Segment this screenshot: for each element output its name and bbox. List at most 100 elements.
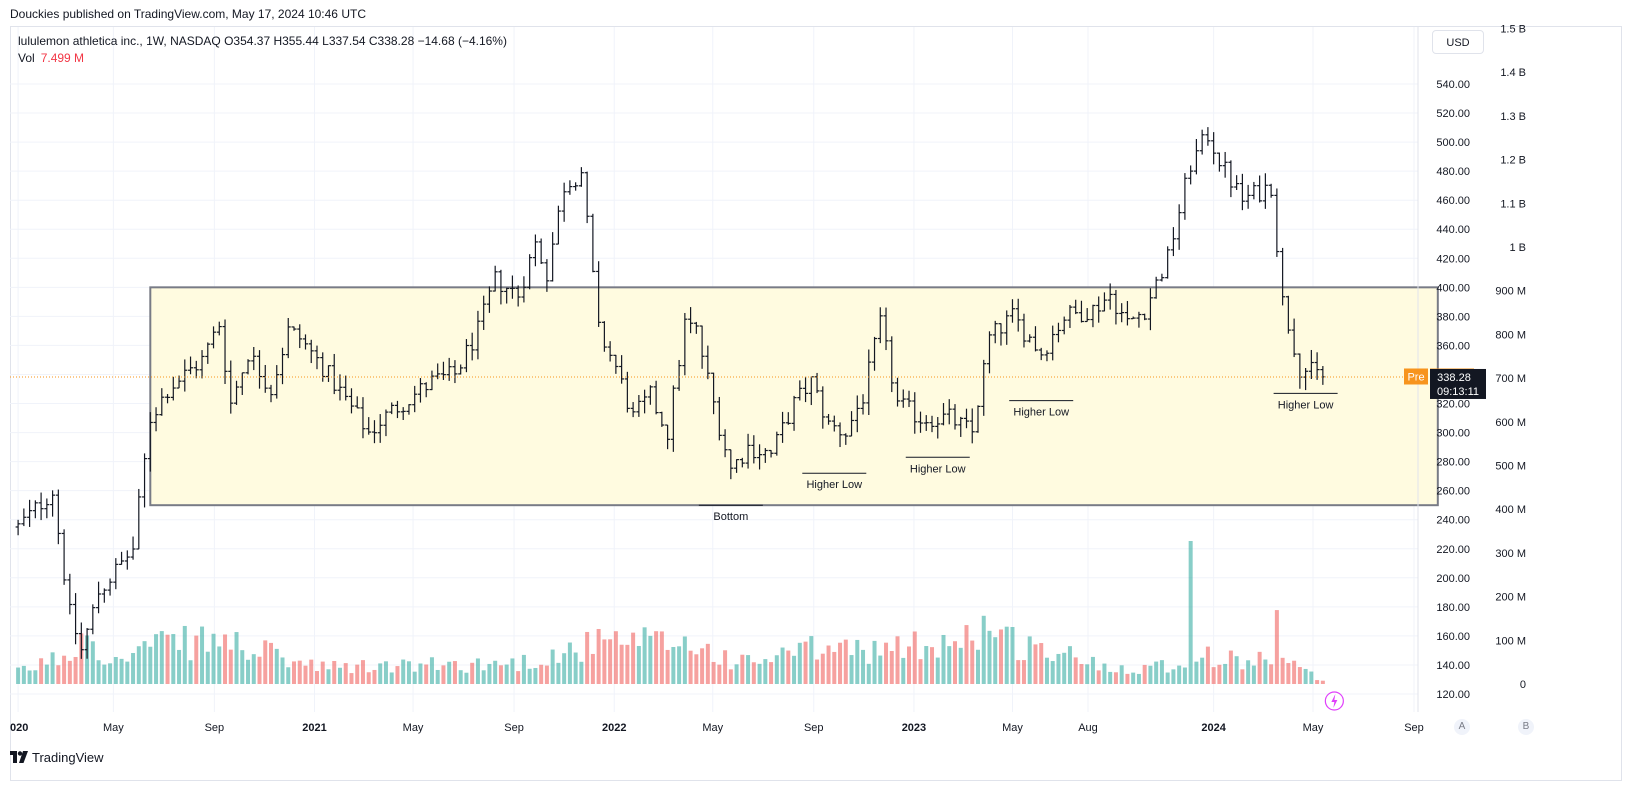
ohlc-bar: [739, 457, 745, 468]
ohlc-bar: [699, 325, 705, 369]
time-axis[interactable]: 020 May Sep 2021 May Sep 2022 May Sep 2023 May Aug 2…: [10, 722, 1424, 734]
volume-bar: [154, 634, 159, 684]
ohlc-bar: [113, 558, 119, 590]
tradingview-logo[interactable]: TradingView: [10, 749, 104, 765]
ohlc-bar: [843, 433, 849, 445]
ohlc-bar: [509, 275, 515, 299]
ohlc-bar: [96, 581, 102, 614]
time-axis-label: Sep: [804, 722, 824, 734]
volume-bar: [1246, 660, 1251, 684]
ohlc-bar: [935, 417, 941, 439]
ohlc-bar: [1015, 298, 1021, 332]
volume-legend[interactable]: Vol 7.499 M: [18, 51, 84, 65]
ohlc-bar: [130, 536, 136, 560]
ohlc-bar: [693, 321, 699, 334]
time-axis-label: Sep: [504, 722, 524, 734]
volume-bar: [504, 664, 509, 684]
volume-bar: [1016, 660, 1021, 684]
volume-bar: [263, 640, 268, 684]
log-scale-button[interactable]: B: [1518, 719, 1534, 735]
volume-bar: [1044, 657, 1049, 684]
volume-bar: [441, 665, 446, 684]
volume-bar: [757, 663, 762, 684]
volume-bar: [625, 644, 630, 684]
time-axis-label: 020: [10, 722, 28, 734]
volume-bar: [619, 644, 624, 684]
price-axis[interactable]: 120.00 140.00 160.00 180.00 200.00 220.00 240.…: [1417, 27, 1470, 712]
ohlc-bar: [607, 341, 613, 362]
price-axis-label: 440.00: [1436, 224, 1470, 236]
ohlc-bar: [969, 408, 975, 444]
volume-bar: [50, 652, 55, 684]
volume-axis-label: 1.5 B: [1500, 24, 1526, 36]
volume-bar: [481, 670, 486, 684]
volume-bar: [343, 663, 348, 684]
volume-bar: [412, 671, 417, 684]
symbol-legend[interactable]: lululemon athletica inc., 1W, NASDAQ O35…: [18, 34, 507, 48]
ohlc-bar: [1067, 304, 1073, 328]
volume-bar: [849, 655, 854, 684]
volume-bar: [309, 659, 314, 684]
volume-bar: [602, 639, 607, 684]
volume-bar: [682, 636, 687, 684]
volume-bar: [337, 667, 342, 684]
volume-bar: [579, 661, 584, 684]
ohlc-bar: [27, 499, 33, 527]
volume-bar: [223, 634, 228, 684]
ohlc-bar: [406, 404, 412, 415]
ohlc-bar: [1291, 318, 1297, 358]
volume-bar: [751, 662, 756, 684]
ohlc-bar: [67, 573, 73, 615]
auto-scale-button[interactable]: A: [1454, 719, 1470, 735]
annotations: Bottom Higher Low Higher Low Higher Low High…: [10, 376, 1418, 523]
volume-bar: [131, 653, 136, 684]
volume-bar: [654, 631, 659, 684]
ohlc-bar: [1176, 204, 1182, 250]
time-axis-label: May: [103, 722, 124, 734]
volume-bar: [360, 660, 365, 684]
volume-bar: [1240, 669, 1245, 684]
volume-bar: [677, 646, 682, 684]
volume-bar: [1165, 672, 1170, 684]
volume-bar: [803, 641, 808, 684]
volume-bar: [1033, 644, 1038, 684]
ohlc-bar: [417, 378, 423, 403]
volume-bar: [56, 665, 61, 684]
ohlc-bar: [515, 285, 521, 307]
ohlc-bar: [1165, 246, 1171, 279]
volume-bar: [102, 664, 107, 684]
volume-bar: [918, 659, 923, 684]
ohlc-bar: [1096, 296, 1102, 323]
volume-bar: [182, 625, 187, 684]
ohlc-bar: [463, 339, 469, 373]
volume-bar: [947, 646, 952, 684]
volume-bar: [1004, 626, 1009, 684]
ohlc-bar: [958, 416, 964, 437]
volume-bar: [596, 628, 601, 684]
volume-bar: [424, 664, 429, 684]
ohlc-bar: [619, 355, 625, 384]
volume-axis-label: 1.3 B: [1500, 111, 1526, 123]
ohlc-bar: [665, 424, 671, 450]
ohlc-bar: [15, 519, 21, 536]
ohlc-bar: [1280, 247, 1286, 306]
volume-axis[interactable]: 0 100 M 200 M 300 M 400 M 500 M 600 M 700 M 800 …: [1495, 24, 1526, 692]
volume-bar: [1251, 665, 1256, 684]
ohlc-bar: [1021, 313, 1027, 348]
volume-bar: [314, 671, 319, 684]
volume-bar: [665, 649, 670, 684]
volume-bar: [418, 663, 423, 684]
volume-bar: [464, 672, 469, 684]
ohlc-bar: [946, 399, 952, 425]
ohlc-bar: [998, 323, 1004, 346]
ohlc-bar: [1050, 325, 1056, 361]
volume-bar: [981, 615, 986, 684]
volume-axis-label: 400 M: [1495, 504, 1526, 516]
ohlc-bar: [1061, 316, 1067, 335]
currency-button[interactable]: USD: [1432, 30, 1484, 54]
ohlc-bar: [1251, 181, 1257, 200]
ohlc-bar: [826, 414, 832, 425]
volume-bar: [786, 650, 791, 684]
volume-bar: [1119, 665, 1124, 684]
